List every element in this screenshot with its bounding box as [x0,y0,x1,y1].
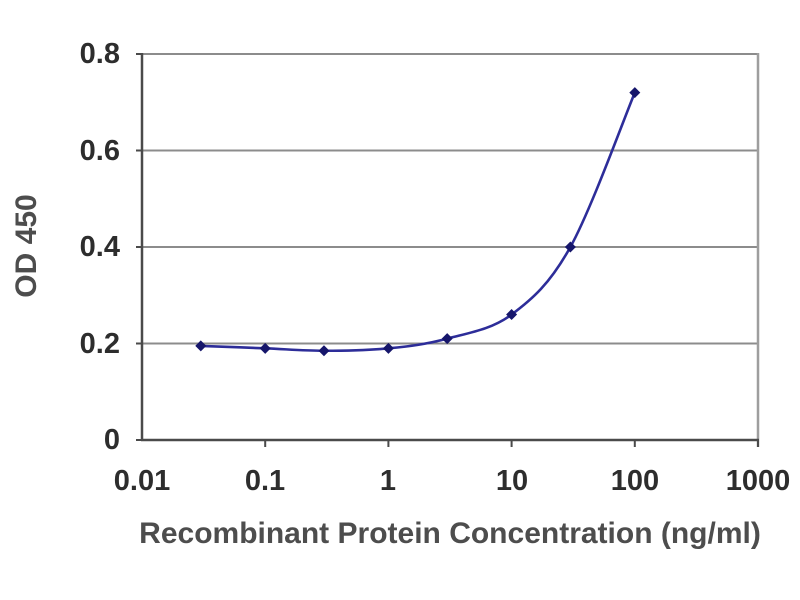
x-tick-label: 0.1 [244,465,286,497]
data-point-marker [564,241,576,253]
y-axis-title: OD 450 [10,194,43,298]
data-point-marker [382,342,394,354]
y-tick-label: 0.6 [79,135,120,167]
x-tick-label: 0.01 [113,465,171,497]
data-point-marker [441,333,453,345]
data-point-marker [318,345,330,357]
data-point-marker [259,342,271,354]
x-tick-label: 1 [379,465,397,497]
data-point-marker [629,87,641,99]
y-tick-label: 0.2 [79,328,120,360]
y-tick-label: 0.8 [79,38,120,70]
x-tick-label: 100 [610,465,660,497]
y-tick-label: 0 [103,424,120,456]
series-line [199,91,637,353]
data-point-marker [506,309,518,321]
x-tick-label: 10 [495,465,529,497]
x-tick-label: 1000 [725,465,791,497]
x-axis-title: Recombinant Protein Concentration (ng/ml… [139,517,761,550]
y-tick-label: 0.4 [79,231,120,263]
data-point-marker [195,340,207,352]
